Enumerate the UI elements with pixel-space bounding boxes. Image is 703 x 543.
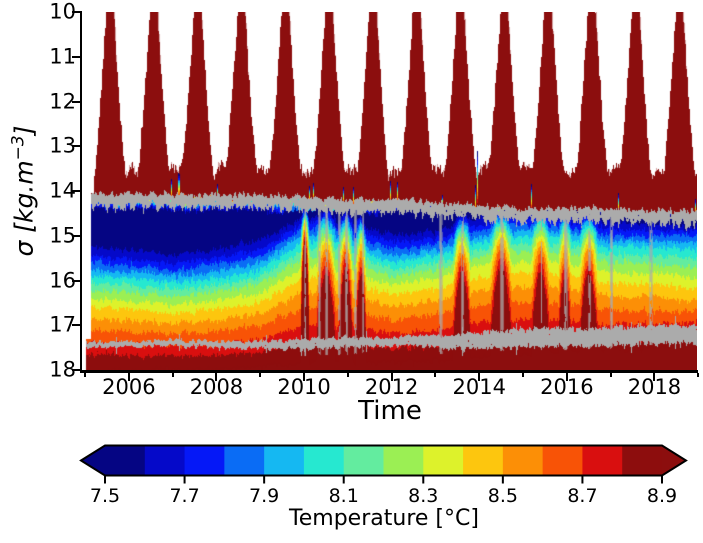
colorbar-segment (105, 445, 146, 476)
colorbar-tick-label: 7.7 (169, 485, 200, 507)
x-tick-label: 2018 (627, 375, 682, 399)
x-tick-minor (259, 372, 262, 377)
y-tick-label: 12 (49, 89, 76, 113)
y-tick (71, 145, 80, 148)
x-tick-minor (171, 372, 174, 377)
y-tick (71, 55, 80, 58)
y-tick (71, 11, 80, 13)
colorbar-segment (264, 445, 305, 476)
colorbar-under-arrow (81, 445, 105, 476)
colorbar-segment (423, 445, 464, 476)
y-axis-label-exponent: −3 (8, 135, 29, 161)
y-tick-label: 18 (49, 357, 76, 382)
x-tick-major (127, 372, 130, 381)
y-axis-label: σ [kg.m−3] (8, 125, 39, 257)
x-tick-major (653, 372, 656, 381)
x-tick-major (215, 372, 218, 381)
x-tick-label: 2016 (540, 375, 594, 399)
y-tick-label: 14 (49, 178, 76, 203)
x-tick-major (390, 372, 393, 381)
colorbar-tick-label: 8.3 (408, 485, 439, 507)
colorbar-over-arrow (662, 445, 686, 476)
y-axis-label-text: σ [kg.m (9, 160, 39, 257)
x-tick-minor (609, 372, 612, 377)
x-tick-label: 2012 (364, 375, 419, 399)
x-tick-minor (434, 372, 437, 377)
x-tick-label: 2010 (277, 375, 331, 399)
y-tick (71, 324, 80, 327)
colorbar-tick-label: 8.5 (487, 485, 518, 507)
y-tick (71, 279, 80, 282)
colorbar-segment (144, 445, 186, 476)
x-axis-spine (79, 370, 698, 373)
y-tick (71, 190, 80, 192)
x-tick-minor (697, 372, 700, 377)
colorbar-segment (343, 445, 385, 476)
colorbar (79, 444, 688, 484)
x-tick-minor (84, 372, 87, 377)
x-tick-major (303, 372, 306, 381)
colorbar-tick-label: 8.7 (567, 485, 598, 507)
x-tick-label: 2014 (452, 375, 506, 399)
x-tick-major (565, 372, 568, 381)
y-tick (71, 369, 80, 371)
colorbar-segment (582, 445, 623, 476)
y-tick-label: 13 (49, 133, 76, 158)
y-axis-label-close: ] (9, 125, 39, 136)
colorbar-tick-label: 8.1 (328, 485, 359, 507)
y-tick-label: 11 (49, 44, 76, 69)
y-tick-label: 16 (49, 268, 76, 292)
y-tick-label: 17 (49, 312, 76, 337)
colorbar-tick-label: 7.9 (249, 485, 280, 507)
colorbar-tick-label: 7.5 (89, 485, 121, 507)
x-tick-label: 2008 (189, 375, 244, 399)
y-tick-label: 15 (49, 223, 76, 248)
x-tick-minor (522, 372, 525, 377)
y-tick-label: 10 (49, 0, 76, 24)
y-tick (71, 100, 80, 103)
colorbar-segment (224, 445, 265, 476)
colorbar-segment (463, 445, 504, 476)
colorbar-segment (502, 445, 544, 476)
y-tick (71, 234, 80, 237)
colorbar-segment (622, 445, 663, 476)
colorbar-segment (542, 445, 584, 476)
x-axis-label: Time (358, 396, 422, 426)
y-axis-spine (79, 11, 82, 373)
x-tick-minor (346, 372, 349, 377)
x-tick-major (478, 372, 481, 381)
colorbar-segment (383, 445, 424, 476)
colorbar-label: Temperature [°C] (289, 506, 479, 531)
colorbar-segment (303, 445, 345, 476)
x-tick-label: 2006 (102, 375, 156, 399)
colorbar-tick-label: 8.9 (646, 485, 678, 507)
plot-canvas (82, 12, 697, 370)
colorbar-segment (184, 445, 225, 476)
